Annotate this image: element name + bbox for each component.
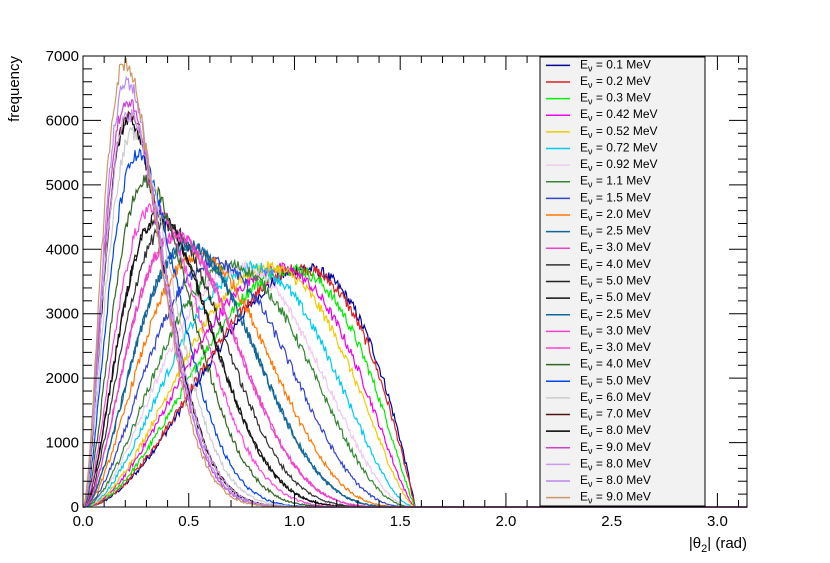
y-tick-label: 1000 [46,435,79,452]
legend-entry: Eν = 4.0 MeV [580,357,651,373]
legend-entry: Eν = 9.0 MeV [580,490,651,506]
series-line [83,262,747,508]
legend-entry: Eν = 2.5 MeV [580,224,651,240]
legend-entry: Eν = 3.0 MeV [580,323,651,339]
y-tick-label: 3000 [46,306,79,323]
legend-entry: Eν = 0.72 MeV [580,140,658,156]
legend-entry: Eν = 5.0 MeV [580,290,651,306]
legend-entry: Eν = 2.5 MeV [580,307,651,323]
legend-entry: Eν = 0.42 MeV [580,107,658,123]
legend-entry: Eν = 5.0 MeV [580,274,651,290]
x-tick-label: 2.0 [496,513,517,530]
y-tick-label: 4000 [46,241,79,258]
x-axis-title: |θ2| (rad) [689,535,747,555]
y-tick-label: 2000 [46,370,79,387]
legend-entry: Eν = 9.0 MeV [580,440,651,456]
legend-entry: Eν = 1.5 MeV [580,190,651,206]
legend-entry: Eν = 0.92 MeV [580,157,658,173]
y-tick-label: 6000 [46,112,79,129]
legend-entry: Eν = 0.3 MeV [580,91,651,107]
legend-entry: Eν = 3.0 MeV [580,240,651,256]
series-line [82,248,747,508]
y-tick-label: 0 [71,499,79,516]
x-axis-title-prefix: |θ [689,535,701,552]
legend-entry: Eν = 6.0 MeV [580,390,651,406]
x-axis-title-suffix: | (rad) [707,535,747,552]
y-tick-label: 7000 [46,48,79,65]
series-line [83,238,747,508]
series-line [83,263,747,508]
legend-entry: Eν = 0.2 MeV [580,74,651,90]
series-line [82,258,747,508]
y-axis-title: frequency [6,56,23,122]
x-axis-title-sub: 2 [701,543,707,555]
x-tick-label: 2.5 [601,513,622,530]
series-line [82,230,747,508]
x-tick-label: 0.5 [178,513,199,530]
legend-entry: Eν = 4.0 MeV [580,257,651,273]
series-line [83,263,747,508]
x-tick-label: 0.0 [73,513,94,530]
legend-entry: Eν = 0.52 MeV [580,124,658,140]
legend-entry: Eν = 3.0 MeV [580,340,651,356]
legend-entry: Eν = 8.0 MeV [580,423,651,439]
plot-frame [82,55,748,508]
legend-entry: Eν = 8.0 MeV [580,456,651,472]
x-tick-label: 1.0 [284,513,305,530]
legend-entry: Eν = 1.1 MeV [580,174,651,190]
axes: 0.0 0.5 1.0 1.5 2.0 2.5 3.0 0 1000 2000 3000 4000 50… [46,48,747,530]
x-tick-label: 1.5 [390,513,411,530]
legend-entry: Eν = 2.0 MeV [580,207,651,223]
legend-entry: Eν = 7.0 MeV [580,407,651,423]
legend-entry: Eν = 0.1 MeV [580,57,651,73]
legend-entry: Eν = 5.0 MeV [580,373,651,389]
y-tick-label: 5000 [46,177,79,194]
legend-entry: Eν = 8.0 MeV [580,473,651,489]
series-line [83,256,747,508]
x-tick-label: 3.0 [707,513,728,530]
